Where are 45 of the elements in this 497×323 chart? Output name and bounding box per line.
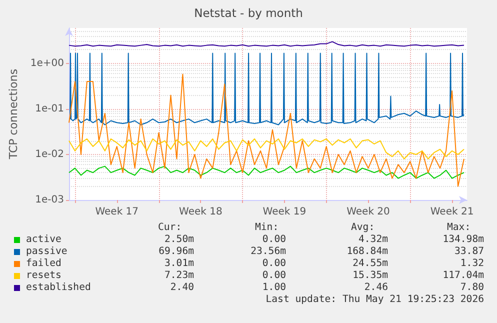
legend-label: active <box>26 234 62 246</box>
text: 2.50m <box>164 234 194 246</box>
line-series <box>68 138 465 160</box>
x-tick-label: Week 17 <box>95 206 139 218</box>
text: Last update: Thu May 21 19:25:23 2026 <box>266 294 484 306</box>
y-tick-label: 1e+00 <box>30 58 64 69</box>
text: 0.00 <box>262 234 286 246</box>
text: 0.00 <box>262 270 286 282</box>
legend-label: passive <box>26 246 68 258</box>
chart-title: Netstat - by month <box>194 6 303 20</box>
x-tick-label: Week 21 <box>430 206 474 218</box>
text: 7.23m <box>164 270 194 282</box>
legend-label: established <box>26 282 91 294</box>
text: 69.96m <box>158 246 194 258</box>
text: 117.04m <box>442 270 484 282</box>
text: 24.55m <box>352 258 388 270</box>
text: Min: <box>255 222 279 234</box>
x-tick-label: Week 20 <box>346 206 390 218</box>
legend-label: resets <box>26 270 62 282</box>
text: 1.00 <box>262 282 286 294</box>
text: 3.01m <box>164 258 194 270</box>
text: 15.35m <box>352 270 388 282</box>
x-tick-label: Week 19 <box>262 206 306 218</box>
text: 4.32m <box>358 234 388 246</box>
text: 33.87 <box>454 246 484 258</box>
text: 134.98m <box>442 234 484 246</box>
text: 2.46 <box>364 282 388 294</box>
text: Max: <box>447 222 471 234</box>
text: 168.84m <box>346 246 388 258</box>
text: 23.56m <box>250 246 286 258</box>
legend-label: failed <box>26 258 62 270</box>
text: 7.80 <box>460 282 484 294</box>
line-series <box>68 52 465 126</box>
text: 2.40 <box>170 282 194 294</box>
y-tick-label: 1e-02 <box>35 148 64 160</box>
y-tick-label: 1e-03 <box>35 194 64 206</box>
text: Cur: <box>158 222 182 234</box>
line-series <box>68 74 465 187</box>
text: 1.32 <box>460 258 484 270</box>
y-axis-title: TCP connections <box>7 68 20 160</box>
x-tick-label: Week 18 <box>179 206 222 218</box>
y-tick-label: 1e-01 <box>35 103 64 114</box>
text: Avg: <box>351 222 375 234</box>
line-series <box>68 166 465 179</box>
text: 0.00 <box>262 258 286 270</box>
